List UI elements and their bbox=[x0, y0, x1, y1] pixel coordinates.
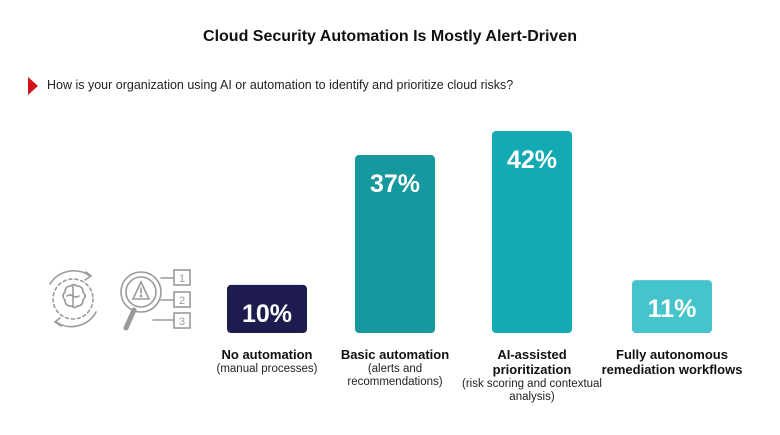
ai-brain-risk-analysis-icon: 1 2 3 bbox=[49, 269, 191, 331]
data-label-no-automation: 10% bbox=[242, 300, 292, 328]
category-sub-label: (alerts and recommendations) bbox=[347, 362, 443, 389]
list-number-2: 2 bbox=[179, 295, 185, 307]
category-label-ai-assisted-prioritization: AI-assisted prioritization (risk scoring … bbox=[462, 347, 602, 404]
category-main-label: Fully autonomous remediation workflows bbox=[601, 347, 743, 377]
chart-title: Cloud Security Automation Is Mostly Aler… bbox=[203, 28, 577, 45]
category-main-label: No automation bbox=[221, 347, 313, 362]
data-label-fully-autonomous-remediation: 11% bbox=[648, 295, 697, 323]
category-main-label: AI-assisted prioritization bbox=[492, 347, 572, 377]
list-number-3: 3 bbox=[179, 316, 185, 328]
bar-basic-automation bbox=[355, 155, 435, 333]
data-label-ai-assisted-prioritization: 42% bbox=[507, 146, 557, 174]
data-label-basic-automation: 37% bbox=[370, 170, 420, 198]
list-number-1: 1 bbox=[179, 273, 185, 285]
survey-question: How is your organization using AI or aut… bbox=[47, 78, 514, 92]
category-label-basic-automation: Basic automation (alerts and recommendati… bbox=[335, 347, 455, 389]
category-sub-label: (risk scoring and contextual analysis) bbox=[462, 377, 602, 404]
bar-no-automation bbox=[227, 284, 307, 333]
category-sub-label: (manual processes) bbox=[216, 362, 318, 375]
question-marker-icon bbox=[28, 77, 38, 95]
bar-ai-assisted-prioritization bbox=[492, 130, 572, 333]
category-main-label: Basic automation bbox=[340, 347, 450, 362]
category-label-fully-autonomous-remediation: Fully autonomous remediation workflows bbox=[597, 347, 747, 378]
category-label-no-automation: No automation (manual processes) bbox=[212, 347, 322, 376]
bar-fully-autonomous-remediation bbox=[632, 280, 712, 333]
